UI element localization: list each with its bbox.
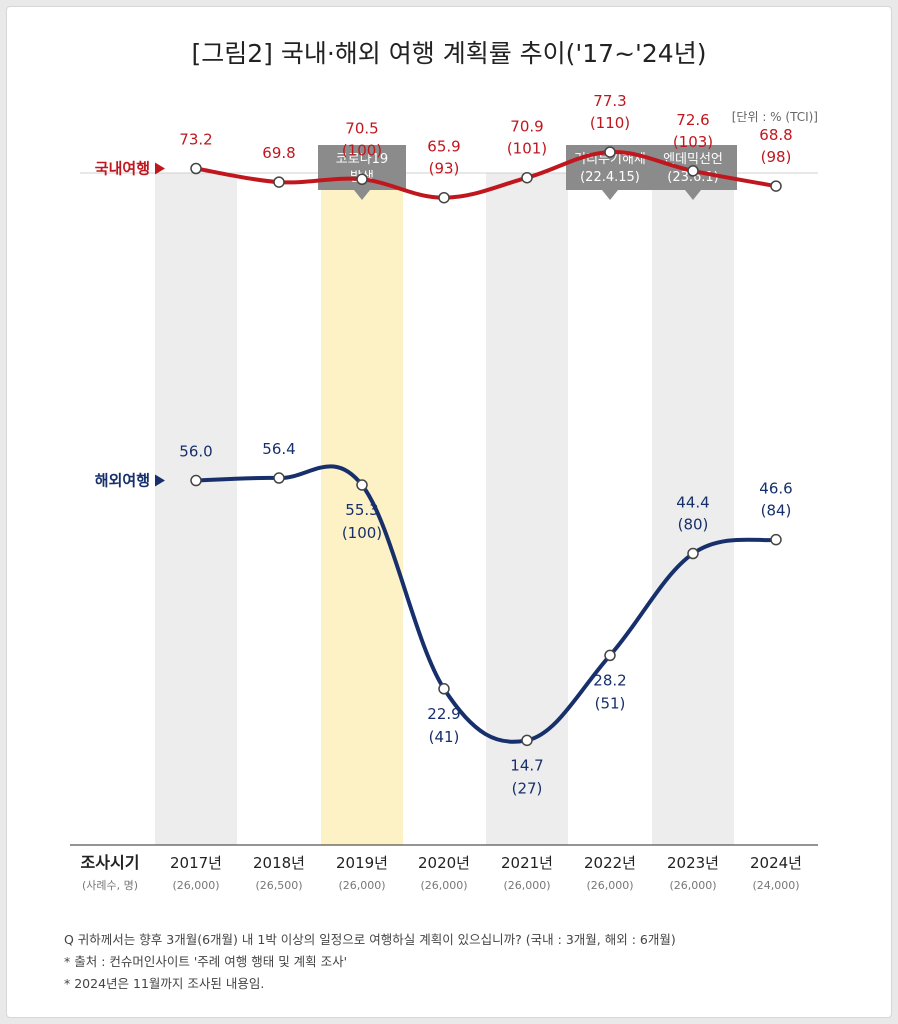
data-point: [770, 533, 782, 546]
index-label: (51): [595, 694, 626, 712]
footnote: * 2024년은 11월까지 조사된 내용임.: [64, 976, 264, 991]
index-label: (100): [342, 524, 382, 542]
x-tick-label: 2021년: [501, 854, 553, 872]
event-label: 엔데믹선언: [663, 152, 723, 167]
data-point: [687, 165, 699, 177]
shaded-band: [486, 173, 568, 845]
data-label: 28.2: [593, 671, 626, 689]
event-label: 코로나19: [336, 152, 388, 167]
data-point: [438, 683, 450, 695]
footnote: * 출처 : 컨슈머인사이트 '주례 여행 행태 및 계획 조사': [64, 954, 347, 969]
data-label: 70.5: [345, 119, 378, 137]
sample-size-label: (26,000): [420, 879, 467, 892]
index-label: (100): [342, 141, 382, 159]
data-point: [687, 547, 699, 560]
data-point: [438, 191, 450, 204]
shaded-band: [652, 173, 734, 845]
data-label: 77.3: [593, 92, 626, 110]
data-label: 14.7: [510, 756, 543, 774]
axis-title: 조사시기: [81, 853, 140, 872]
unit-label: [단위 : % (TCI)]: [732, 110, 818, 124]
axis-subtitle: (사례수, 명): [82, 879, 138, 892]
data-label: 70.9: [510, 118, 543, 136]
highlight-band: [321, 173, 403, 845]
index-label: (80): [678, 516, 709, 534]
series-arrow-icon: [155, 162, 165, 175]
data-point: [190, 162, 202, 175]
sample-size-label: (26,500): [255, 879, 302, 892]
series-line-overseas: [194, 464, 778, 744]
sample-size-label: (26,000): [338, 879, 385, 892]
data-label: 56.4: [262, 440, 295, 458]
x-tick-label: 2023년: [667, 854, 719, 872]
sample-size-label: (26,000): [586, 879, 633, 892]
data-label: 68.8: [759, 126, 792, 144]
data-point: [273, 176, 285, 188]
data-point: [356, 479, 368, 491]
index-label: (93): [429, 160, 460, 178]
data-label: 73.2: [179, 131, 212, 149]
sample-size-label: (26,000): [669, 879, 716, 892]
sample-size-label: (26,000): [503, 879, 550, 892]
shaded-band: [155, 173, 237, 845]
sample-size-label: (26,000): [172, 879, 219, 892]
data-point: [521, 734, 533, 747]
footnote: Q 귀하께서는 향후 3개월(6개월) 내 1박 이상의 일정으로 여행하실 계…: [64, 932, 676, 947]
data-label: 72.6: [676, 111, 709, 129]
index-label: (27): [512, 779, 543, 797]
chart-title: [그림2] 국내·해외 여행 계획률 추이('17~'24년): [192, 39, 707, 68]
sample-size-label: (24,000): [752, 879, 799, 892]
data-label: 22.9: [427, 705, 460, 723]
x-tick-label: 2019년: [336, 854, 388, 872]
data-label: 44.4: [676, 494, 709, 512]
data-label: 46.6: [759, 480, 792, 498]
data-point: [604, 146, 616, 158]
x-tick-label: 2017년: [170, 854, 222, 872]
index-label: (101): [507, 140, 547, 158]
data-point: [604, 649, 616, 662]
data-point: [356, 173, 368, 186]
chart-card: [6, 6, 892, 1018]
index-label: (110): [590, 114, 630, 132]
index-label: (103): [673, 133, 713, 151]
series-arrow-icon: [155, 474, 165, 487]
data-point: [770, 180, 782, 192]
data-point: [273, 472, 285, 484]
data-point: [521, 171, 533, 184]
index-label: (98): [761, 148, 792, 166]
index-label: (84): [761, 502, 792, 520]
data-label: 65.9: [427, 138, 460, 156]
data-label: 69.8: [262, 144, 295, 162]
series-line-domestic: [194, 150, 778, 200]
event-date: (22.4.15): [580, 170, 640, 185]
event-callout: [566, 145, 654, 200]
data-point: [190, 474, 202, 487]
x-tick-label: 2024년: [750, 854, 802, 872]
data-label: 56.0: [179, 443, 212, 461]
series-label: 해외여행: [95, 472, 150, 490]
event-callout: [318, 145, 406, 200]
index-label: (41): [429, 728, 460, 746]
data-label: 55.3: [345, 501, 378, 519]
x-tick-label: 2022년: [584, 854, 636, 872]
series-label: 국내여행: [95, 160, 150, 178]
x-tick-label: 2020년: [418, 854, 470, 872]
x-tick-label: 2018년: [253, 854, 305, 872]
